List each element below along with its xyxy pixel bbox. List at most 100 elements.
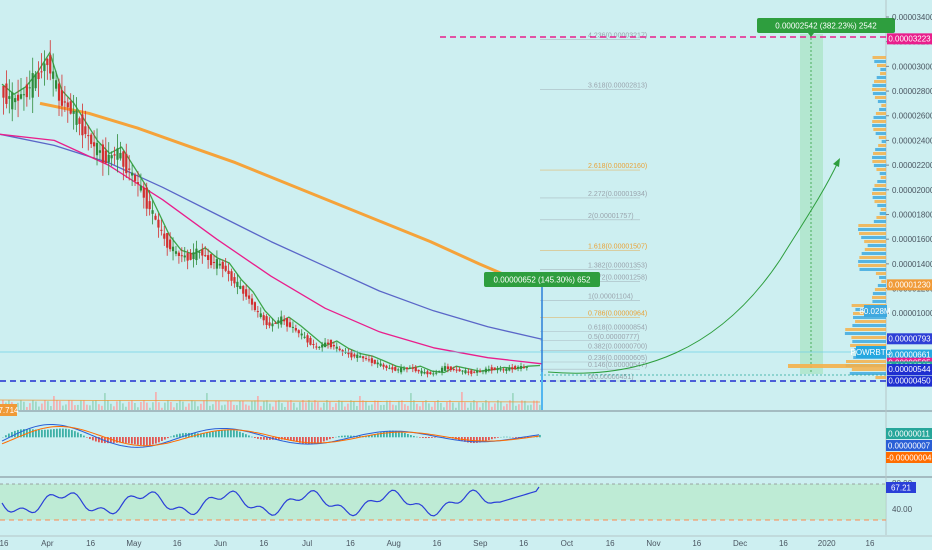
- time-axis[interactable]: 16 Apr 16 May 16 Jun 16 Jul 16 Aug 16 Sep 16 Oct 16 Nov…: [0, 539, 875, 548]
- volume-bar: [254, 400, 256, 410]
- candle-body: [22, 94, 26, 96]
- candle-body: [78, 118, 81, 124]
- volume-bar: [284, 407, 286, 410]
- candle-body: [60, 90, 64, 106]
- price-tag: [887, 375, 932, 387]
- candle-body: [522, 367, 526, 369]
- macd-histogram-bar: [98, 437, 100, 443]
- candle-body: [128, 168, 131, 170]
- volume-bar: [143, 400, 145, 410]
- symbol-side-label: POWRBTC: [851, 348, 892, 357]
- volume-bar: [347, 403, 349, 410]
- volume-profile-bar: [876, 168, 886, 171]
- volume-bar: [170, 401, 172, 410]
- x-tick-label: Aug: [387, 539, 401, 548]
- volume-bar: [161, 407, 163, 410]
- x-tick-label: 16: [606, 539, 615, 548]
- macd-histogram-bar: [134, 437, 136, 445]
- candle-body: [131, 172, 134, 176]
- macd-histogram-bar: [152, 437, 154, 445]
- macd-histogram-bar: [311, 437, 313, 445]
- x-tick-label: Jun: [214, 539, 227, 548]
- candle-body: [300, 333, 303, 336]
- macd-histogram-bar: [392, 430, 394, 438]
- volume-profile-bar: [872, 292, 886, 295]
- candle-body: [429, 372, 432, 375]
- volume-bar: [239, 400, 241, 410]
- macd-histogram-bar: [122, 437, 124, 443]
- volume-bar: [101, 405, 103, 410]
- candle-body: [321, 344, 324, 348]
- macd-histogram-bar: [167, 437, 169, 439]
- candle-body: [98, 150, 102, 153]
- macd-tag-1: 0.00000011: [888, 430, 930, 439]
- price-tag-label: 0.00000450: [888, 377, 931, 386]
- macd-histogram-bar: [149, 437, 151, 446]
- macd-histogram-bar: [128, 437, 130, 444]
- candle-body: [394, 367, 397, 371]
- candle-body: [400, 367, 403, 373]
- x-tick-label: Jul: [302, 539, 312, 548]
- candle-body: [84, 126, 87, 135]
- volume-bar: [74, 405, 76, 410]
- volume-profile-bar: [878, 144, 886, 147]
- volume-bar: [248, 405, 250, 410]
- volume-bar: [29, 403, 31, 410]
- macd-histogram-bar: [251, 436, 253, 438]
- candle-body: [397, 369, 400, 371]
- volume-bar: [179, 400, 181, 410]
- volume-bar: [158, 402, 160, 410]
- volume-profile-bar: [874, 288, 886, 291]
- candle-body: [268, 322, 271, 326]
- volume-value-label: 7.714: [0, 406, 19, 415]
- candle-body: [183, 255, 186, 258]
- candle-body: [455, 369, 458, 371]
- macd-pane: [0, 412, 886, 476]
- volume-bar: [326, 400, 328, 410]
- volume-side-label: 80.028M: [859, 307, 890, 316]
- candle-body: [25, 84, 28, 98]
- macd-histogram-bar: [383, 431, 385, 438]
- macd-histogram-bar: [329, 437, 331, 440]
- rsi-band: [0, 484, 886, 520]
- volume-profile-bar: [877, 180, 886, 183]
- candle-body: [113, 154, 116, 156]
- macd-histogram-bar: [386, 431, 388, 438]
- candle-body: [438, 371, 441, 373]
- volume-bar: [113, 406, 115, 410]
- x-tick-label: 16: [779, 539, 788, 548]
- volume-bar: [485, 400, 487, 410]
- candle-body: [338, 348, 341, 351]
- y-tick-label: 0.00002600: [892, 112, 932, 121]
- volume-profile-bar: [872, 160, 886, 163]
- candle-body: [95, 142, 99, 156]
- volume-profile-bar: [858, 228, 886, 231]
- candle-body: [87, 135, 90, 137]
- volume-bar: [413, 400, 415, 410]
- candle-body: [259, 313, 262, 317]
- volume-bar: [185, 406, 187, 410]
- macd-histogram-bar: [83, 435, 85, 438]
- macd-tag-2: 0.00000007: [888, 442, 931, 451]
- macd-histogram-bar: [56, 428, 58, 438]
- volume-profile-bar: [861, 252, 886, 255]
- volume-bar: [380, 405, 382, 410]
- candle-body: [285, 317, 289, 327]
- volume-bar: [233, 404, 235, 410]
- volume-profile-bar: [879, 212, 886, 215]
- candle-body: [318, 346, 321, 348]
- fib-label: 0.382(0.00000700): [588, 343, 647, 350]
- macd-histogram-bar: [176, 434, 178, 438]
- candle-body: [245, 289, 248, 297]
- volume-bar: [275, 401, 277, 410]
- volume-bar: [473, 400, 475, 410]
- candle-body: [476, 370, 479, 373]
- volume-profile-bar: [875, 376, 886, 379]
- macd-histogram-bar: [413, 435, 415, 438]
- macd-histogram-bar: [416, 436, 418, 438]
- price-axis[interactable]: 0.000034000.000032000.000030000.00002800…: [886, 13, 932, 318]
- macd-histogram-bar: [137, 437, 139, 445]
- x-tick-label: Dec: [733, 539, 747, 548]
- y-tick-label: 0.00003000: [892, 62, 932, 71]
